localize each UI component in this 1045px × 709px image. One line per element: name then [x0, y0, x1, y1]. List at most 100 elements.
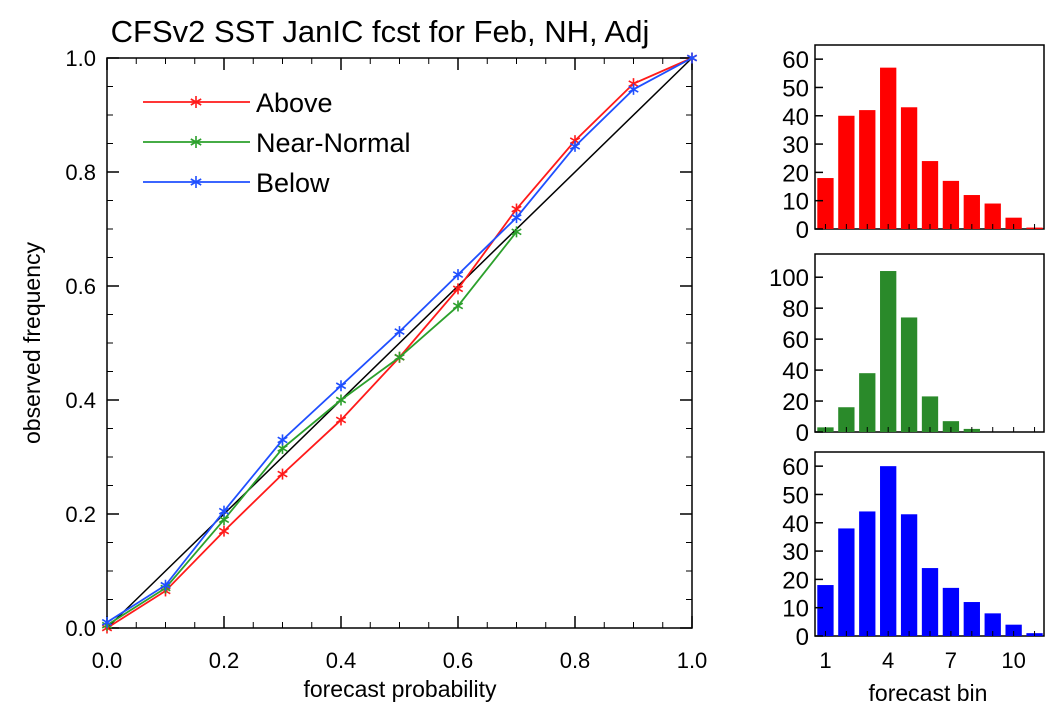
- histogram-bar: [963, 195, 980, 229]
- histogram-y-tick-label: 50: [782, 482, 809, 509]
- x-tick-label: 0.8: [560, 648, 591, 673]
- data-point: [569, 140, 581, 152]
- histogram-y-tick-label: 30: [782, 132, 809, 159]
- histogram-y-tick-label: 60: [782, 47, 809, 74]
- histogram-bar: [963, 602, 980, 636]
- legend-item: Near-Normal: [143, 128, 411, 158]
- y-tick-label: 1.0: [65, 46, 96, 71]
- histogram-near-normal: 0 20 40 60 80 100: [769, 253, 1045, 447]
- histogram-bar: [838, 528, 855, 636]
- histogram-y-tick-label: 40: [782, 358, 809, 385]
- histogram-bar: [942, 421, 960, 432]
- data-point: [277, 468, 288, 480]
- x-tick-label: 0.4: [326, 648, 357, 673]
- y-axis-label: observed frequency: [19, 241, 45, 444]
- histogram-x-axis-label: forecast bin: [869, 680, 988, 706]
- chart-title: CFSv2 SST JanIC fcst for Feb, NH, Adj: [111, 14, 650, 49]
- histogram-bar: [921, 396, 939, 432]
- x-tick-label: 0.0: [92, 648, 123, 673]
- legend-item: Below: [143, 168, 330, 198]
- histogram-x-tick-label: 4: [882, 648, 894, 673]
- histogram-bar: [942, 180, 960, 229]
- histogram-x-tick-label: 10: [1001, 648, 1025, 673]
- data-point: [511, 212, 522, 224]
- histogram-bar: [900, 317, 918, 432]
- main-axes: 0.0 0.2 0.4 0.6 0.8 1.0 0.0 0.2 0.4 0.6 0.8 1.0: [65, 46, 707, 673]
- histogram-y-tick-label: 0: [796, 217, 809, 244]
- histogram-bar: [859, 511, 876, 636]
- data-point: [452, 269, 464, 281]
- series-layer: [101, 52, 698, 634]
- perfect-reliability-line: [106, 57, 693, 629]
- histogram-y-tick-label: 100: [769, 265, 809, 292]
- data-point: [218, 505, 230, 517]
- histogram-bar: [1005, 217, 1022, 229]
- x-tick-label: 0.2: [209, 648, 240, 673]
- histogram-bar: [921, 568, 939, 636]
- x-tick-label: 0.6: [443, 648, 474, 673]
- legend-label: Near-Normal: [256, 128, 411, 158]
- histogram-bar: [942, 587, 960, 636]
- y-tick-label: 0.8: [65, 160, 96, 185]
- histogram-y-tick-label: 20: [782, 160, 809, 187]
- data-point: [335, 414, 347, 426]
- data-point: [511, 226, 522, 238]
- histogram-y-tick-label: 40: [782, 104, 809, 131]
- data-point: [218, 525, 230, 537]
- histogram-y-tick-label: 60: [782, 327, 809, 354]
- data-point: [101, 616, 113, 628]
- data-point: [452, 283, 464, 295]
- histogram-bar: [880, 271, 897, 432]
- histogram-bar: [859, 110, 876, 229]
- histogram-bar: [900, 107, 918, 229]
- data-point: [452, 300, 464, 312]
- legend-marker: [190, 136, 202, 148]
- histogram-bar: [880, 466, 897, 636]
- histogram-bar: [880, 67, 897, 230]
- data-point: [628, 83, 639, 95]
- histogram-y-tick-label: 20: [782, 389, 809, 416]
- histogram-bar: [900, 514, 918, 636]
- y-tick-label: 0.6: [65, 274, 96, 299]
- histogram-bar: [921, 161, 939, 229]
- histogram-x-tick-label: 7: [945, 648, 957, 673]
- y-tick-label: 0.0: [65, 616, 96, 641]
- histogram-bar: [859, 373, 876, 432]
- series-below: [101, 52, 698, 628]
- y-tick-label: 0.2: [65, 502, 96, 527]
- data-point: [394, 351, 405, 363]
- legend-item: Above: [143, 88, 333, 118]
- histogram-y-tick-label: 20: [782, 567, 809, 594]
- data-point: [160, 579, 171, 591]
- data-point: [335, 380, 347, 392]
- histogram-bar: [838, 115, 855, 229]
- data-point: [686, 52, 698, 64]
- histogram-bar: [984, 613, 1001, 636]
- histogram-x-axis: 1 4 7 10: [819, 648, 1026, 673]
- x-axis-label: forecast probability: [303, 676, 497, 702]
- histogram-bar: [817, 585, 834, 636]
- histogram-y-tick-label: 40: [782, 511, 809, 538]
- series-line: [106, 231, 518, 626]
- legend-label: Above: [256, 88, 333, 118]
- histogram-y-tick-label: 50: [782, 75, 809, 102]
- histogram-y-tick-label: 0: [796, 624, 809, 651]
- histogram-y-tick-label: 60: [782, 454, 809, 481]
- legend-label: Below: [256, 168, 330, 198]
- histogram-y-tick-label: 10: [782, 189, 809, 216]
- x-tick-label: 1.0: [677, 648, 708, 673]
- data-point: [394, 326, 405, 338]
- histogram-bar: [817, 178, 834, 229]
- histogram-y-tick-label: 80: [782, 296, 809, 323]
- histogram-bar: [1005, 624, 1022, 636]
- data-point: [277, 434, 288, 446]
- histogram-y-tick-label: 10: [782, 596, 809, 623]
- histogram-bar: [984, 203, 1001, 229]
- data-point: [335, 394, 347, 406]
- histogram-x-tick-label: 1: [819, 648, 831, 673]
- histogram-y-tick-label: 0: [796, 420, 809, 447]
- reliability-diagram: CFSv2 SST JanIC fcst for Feb, NH, Adj 0.…: [19, 14, 707, 702]
